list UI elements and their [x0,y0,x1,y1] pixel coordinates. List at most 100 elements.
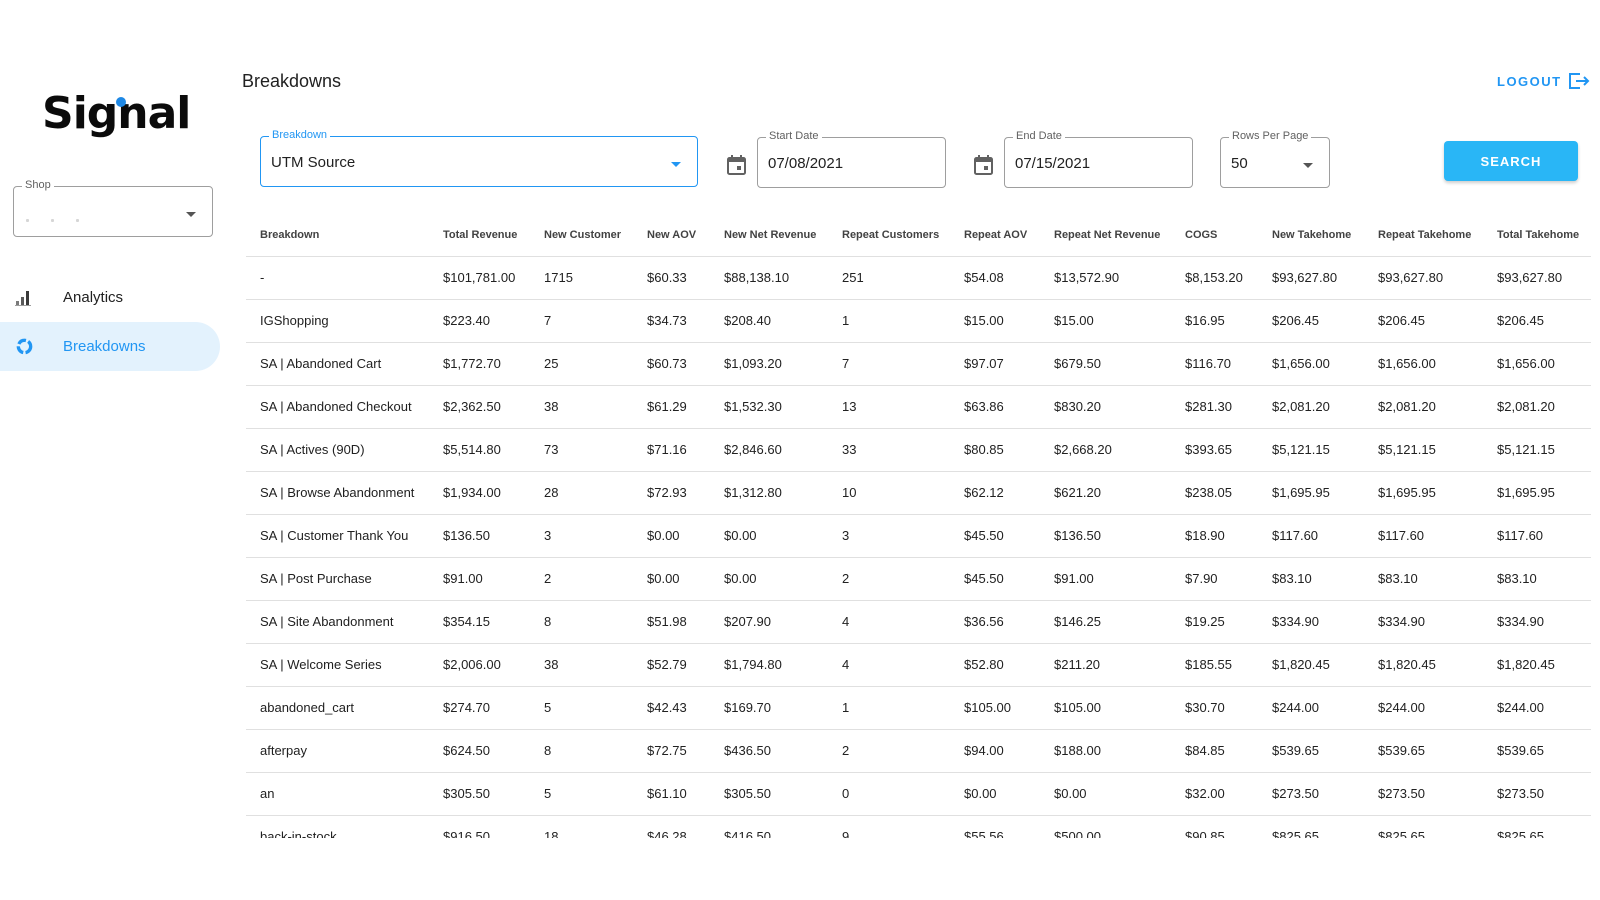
shop-label: Shop [22,179,54,191]
table-cell: $72.93 [633,471,710,515]
table-header-row: Breakdown Total Revenue New Customer New AO… [246,214,1591,257]
table-cell: $621.20 [1040,471,1171,515]
table-cell: $539.65 [1364,729,1483,773]
table-cell: $825.65 [1483,815,1591,838]
search-button[interactable]: SEARCH [1444,141,1578,181]
table-row: SA | Actives (90D) $5,514.80 73 $71.16 $2,84… [246,428,1591,472]
app-window: Signal Shop Analytics Breakdowns Breakdo… [0,71,1591,838]
table-cell: $2,006.00 [429,643,530,687]
table-cell: $52.80 [950,643,1040,687]
table-cell: $273.50 [1364,772,1483,816]
calendar-icon[interactable] [974,155,993,175]
breakdown-label: Breakdown [269,129,331,141]
table-cell: $1,093.20 [710,342,828,386]
table-cell: $0.00 [710,557,828,601]
table-cell: $83.10 [1364,557,1483,601]
shop-value-redacted [26,209,106,222]
table-cell: $334.90 [1364,600,1483,644]
logout-button[interactable]: LOGOUT [1497,72,1590,90]
table-cell: 2 [828,729,950,773]
table-cell: $146.25 [1040,600,1171,644]
table-cell: $334.90 [1258,600,1364,644]
table-cell: $136.50 [1040,514,1171,558]
table-cell: $45.50 [950,557,1040,601]
rows-per-page-select[interactable]: Rows Per Page 50 [1220,130,1330,188]
table-cell: - [246,256,429,300]
table-cell: SA | Browse Abandonment [246,471,429,515]
table-cell: $1,695.95 [1483,471,1591,515]
column-header: Repeat Takehome [1364,214,1483,257]
column-header: COGS [1171,214,1258,257]
sidebar-item-analytics[interactable]: Analytics [0,273,220,322]
table-cell: $16.95 [1171,299,1258,343]
table-cell: 9 [828,815,950,838]
table-cell: $1,820.45 [1258,643,1364,687]
sidebar-item-breakdowns[interactable]: Breakdowns [0,322,220,371]
table-row: SA | Browse Abandonment $1,934.00 28 $72.93… [246,471,1591,515]
end-date-label: End Date [1013,130,1065,142]
table-cell: $0.00 [633,557,710,601]
table-cell: $18.90 [1171,514,1258,558]
table-cell: 18 [530,815,633,838]
page-bottom-area [0,838,1600,900]
table-row: SA | Site Abandonment $354.15 8 $51.98 $207.… [246,600,1591,644]
table-cell: $63.86 [950,385,1040,429]
table-cell: $136.50 [429,514,530,558]
table-cell: 13 [828,385,950,429]
table-cell: $117.60 [1483,514,1591,558]
table-cell: 4 [828,643,950,687]
table-cell: $1,820.45 [1483,643,1591,687]
table-cell: $624.50 [429,729,530,773]
column-header: New Customer [530,214,633,257]
table-cell: $539.65 [1483,729,1591,773]
table-cell: $2,846.60 [710,428,828,472]
table-cell: $61.29 [633,385,710,429]
table-cell: 251 [828,256,950,300]
column-header: Total Takehome [1483,214,1591,257]
table-cell: 8 [530,729,633,773]
table-cell: $207.90 [710,600,828,644]
table-cell: 33 [828,428,950,472]
chevron-down-icon [671,162,681,167]
rows-per-page-value: 50 [1231,155,1248,172]
table-cell: $825.65 [1258,815,1364,838]
table-cell: $0.00 [710,514,828,558]
table-cell: $244.00 [1483,686,1591,730]
column-header: Repeat AOV [950,214,1040,257]
table-cell: $1,695.95 [1258,471,1364,515]
table-cell: $117.60 [1258,514,1364,558]
table-cell: $206.45 [1483,299,1591,343]
table-cell: IGShopping [246,299,429,343]
table-cell: $93,627.80 [1258,256,1364,300]
end-date-field[interactable]: End Date 07/15/2021 [1004,130,1193,188]
table-cell: $436.50 [710,729,828,773]
table-cell: $206.45 [1364,299,1483,343]
table-cell: $42.43 [633,686,710,730]
table-cell: $281.30 [1171,385,1258,429]
page-title: Breakdowns [242,71,342,91]
table-cell: $90.85 [1171,815,1258,838]
table-row: SA | Customer Thank You $136.50 3 $0.00 $0.0… [246,514,1591,558]
table-cell: $34.73 [633,299,710,343]
table-cell: 28 [530,471,633,515]
table-cell: $55.56 [950,815,1040,838]
table-cell: $916.50 [429,815,530,838]
table-cell: $80.85 [950,428,1040,472]
table-cell: $116.70 [1171,342,1258,386]
table-cell: SA | Actives (90D) [246,428,429,472]
table-cell: $539.65 [1258,729,1364,773]
table-cell: $84.85 [1171,729,1258,773]
table-row: afterpay $624.50 8 $72.75 $436.50 2 $94.00 $188… [246,729,1591,773]
table-cell: $188.00 [1040,729,1171,773]
table-row: abandoned_cart $274.70 5 $42.43 $169.70 1 $105… [246,686,1591,730]
breakdown-select[interactable]: Breakdown UTM Source [260,129,698,187]
table-cell: $1,656.00 [1258,342,1364,386]
table-cell: $5,121.15 [1483,428,1591,472]
table-cell: 4 [828,600,950,644]
rows-per-page-label: Rows Per Page [1229,130,1312,142]
start-date-field[interactable]: Start Date 07/08/2021 [757,130,946,188]
shop-select[interactable]: Shop [13,179,213,237]
table-cell: $54.08 [950,256,1040,300]
table-row: SA | Abandoned Checkout $2,362.50 38 $61.29… [246,385,1591,429]
calendar-icon[interactable] [727,155,746,175]
